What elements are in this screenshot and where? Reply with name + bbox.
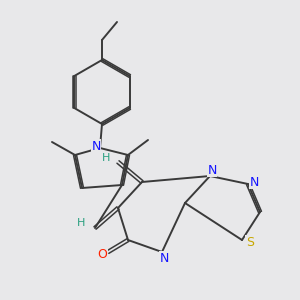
- Text: H: H: [102, 153, 110, 163]
- Text: H: H: [77, 218, 85, 228]
- Text: N: N: [159, 251, 169, 265]
- Text: N: N: [207, 164, 217, 176]
- Text: N: N: [91, 140, 101, 152]
- Text: N: N: [249, 176, 259, 188]
- Text: S: S: [246, 236, 254, 248]
- Text: O: O: [97, 248, 107, 260]
